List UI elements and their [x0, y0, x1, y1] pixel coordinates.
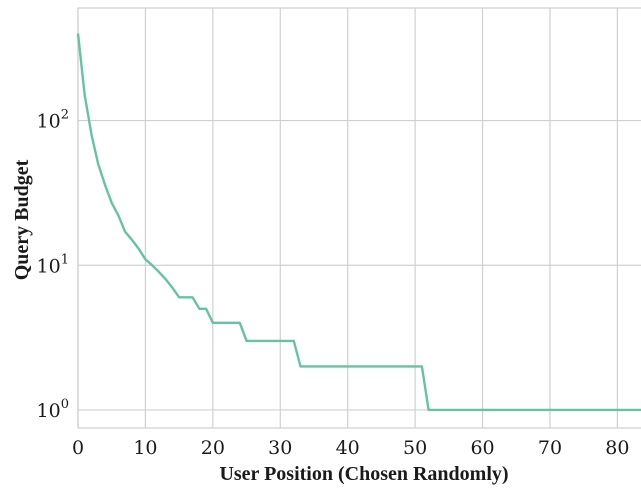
x-axis-label: User Position (Chosen Randomly): [219, 463, 508, 485]
x-tick-label: 0: [72, 437, 84, 459]
y-tick-label: 100: [37, 397, 69, 422]
plot-frame: [77, 7, 641, 429]
x-tick-label: 20: [201, 437, 225, 459]
tick-layer: 0 10 20 30 40 50 60 70 80 100 101 102: [37, 108, 630, 459]
series-layer: [76, 33, 641, 412]
y-axis-label: Query Budget: [11, 159, 33, 280]
x-tick-label: 70: [538, 437, 562, 459]
x-tick-label: 30: [268, 437, 292, 459]
x-tick-label: 60: [470, 437, 494, 459]
grid-layer: [77, 8, 641, 428]
x-tick-label: 80: [605, 437, 629, 459]
x-tick-label: 10: [133, 437, 157, 459]
x-tick-label: 50: [403, 437, 427, 459]
y-tick-label: 102: [37, 108, 69, 133]
series-line: [76, 33, 641, 412]
y-tick-label: 101: [37, 252, 69, 277]
x-tick-label: 40: [336, 437, 360, 459]
